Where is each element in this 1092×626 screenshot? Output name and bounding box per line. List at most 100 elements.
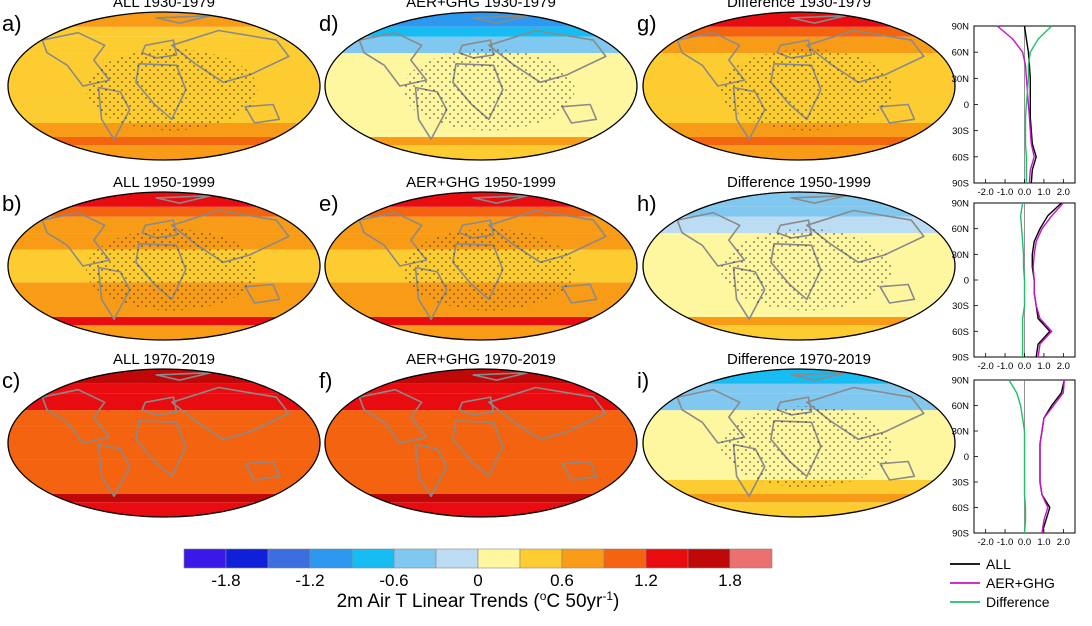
- coastline: [472, 371, 529, 381]
- profile-panel: 90N 60N 30N 0 30S 60S 90S -2.0 -1.0 0.0 1.0 2.0: [952, 376, 1076, 548]
- colorbar-swatch: [351, 548, 395, 569]
- map-panel: Difference 1970-2019 i): [637, 351, 956, 518]
- trend-band: [325, 493, 637, 503]
- trend-band: [8, 493, 320, 503]
- map-field: [8, 369, 320, 517]
- map-field: [8, 12, 320, 160]
- map-title: ALL 1930-1979: [113, 0, 215, 11]
- lat-tick-label: 90S: [952, 353, 969, 364]
- lat-tick-label: 30S: [952, 301, 969, 312]
- coastline: [790, 14, 847, 24]
- coastline: [458, 396, 495, 416]
- profile-panel: 90N 60N 30N 0 30S 60S 90S -2.0 -1.0 0.0 1.0 2.0: [952, 199, 1076, 372]
- coastline: [561, 283, 598, 304]
- trend-band: [325, 136, 637, 146]
- map-field: [8, 192, 320, 340]
- panel-letter: f): [319, 368, 332, 393]
- colorbar-swatch: [519, 548, 563, 569]
- colorbar-tick-label: 0: [473, 571, 482, 590]
- series-line: [1019, 202, 1026, 357]
- legend-label: ALL: [986, 556, 1011, 572]
- colorbar-swatch: [225, 548, 269, 569]
- trend-band: [325, 383, 637, 394]
- colorbar-swatch: [477, 548, 521, 569]
- colorbar-label: 2m Air T Linear Trends (oC 50yr-1): [337, 589, 620, 612]
- map-field: [325, 192, 637, 340]
- trend-band: [325, 325, 637, 340]
- lat-tick-label: 30N: [952, 250, 970, 261]
- series-line: [1008, 379, 1027, 534]
- colorbar-swatch: [435, 548, 479, 569]
- map-border: [324, 11, 638, 161]
- map-title: ALL 1970-2019: [113, 351, 215, 368]
- significance-stipple: [86, 48, 258, 131]
- trend-band: [8, 206, 320, 217]
- x-tick-label: 0.0: [1018, 537, 1031, 548]
- panel-letter: h): [637, 191, 657, 216]
- profile-legend: ALL AER+GHG Difference: [950, 556, 1055, 610]
- coastline: [155, 194, 212, 204]
- lat-tick-label: 30N: [952, 74, 970, 85]
- trend-band: [325, 410, 637, 427]
- profile-panel: 90N 60N 30N 0 30S 60S 90S -2.0 -1.0 0.0 1.0 2.0: [952, 22, 1076, 198]
- coastline: [452, 419, 504, 478]
- trend-band: [8, 325, 320, 340]
- map-border: [324, 191, 638, 341]
- series-line: [1023, 25, 1037, 184]
- map-title: Difference 1970-2019: [727, 351, 871, 368]
- map-border: [7, 11, 321, 161]
- trend-band: [8, 216, 320, 234]
- coastline: [414, 443, 448, 498]
- map-border: [642, 368, 956, 518]
- trend-band: [325, 426, 637, 460]
- series-line: [1024, 25, 1053, 183]
- panel-letter: a): [2, 11, 22, 36]
- significance-stipple: [86, 229, 258, 311]
- trend-band: [8, 410, 320, 427]
- significance-stipple: [721, 229, 893, 311]
- map-title: AER+GHG 1950-1999: [406, 174, 556, 191]
- coastline: [487, 386, 607, 441]
- lat-tick-label: 30S: [952, 126, 969, 137]
- colorbar-swatch: [645, 548, 689, 569]
- x-tick-label: 2.0: [1057, 187, 1070, 198]
- x-tick-label: -1.0: [997, 187, 1013, 198]
- trend-band: [325, 216, 637, 234]
- trend-band: [643, 393, 955, 411]
- x-tick-label: 2.0: [1057, 537, 1070, 548]
- x-tick-label: 0.0: [1018, 187, 1031, 198]
- lat-tick-label: 90S: [952, 529, 969, 540]
- lat-tick-label: 0: [964, 276, 969, 287]
- colorbar-swatch: [561, 548, 605, 569]
- map-border: [7, 368, 321, 518]
- map-border: [324, 368, 638, 518]
- coastline: [472, 14, 529, 24]
- coastline: [879, 103, 916, 124]
- colorbar: -1.8 -1.2 -0.6 0 0.6 1.2 1.8 2m Air T Linear Tr…: [183, 548, 773, 612]
- map-title: AER+GHG 1930-1979: [406, 0, 556, 11]
- significance-stipple: [403, 48, 575, 131]
- series-line: [1032, 202, 1064, 358]
- lat-tick-label: 90N: [952, 22, 970, 33]
- x-tick-label: 1.0: [1037, 537, 1050, 548]
- trend-band: [8, 26, 320, 37]
- coastline: [879, 283, 916, 304]
- lat-tick-label: 60S: [952, 327, 969, 338]
- map-field: [643, 369, 955, 517]
- lat-tick-label: 60N: [952, 48, 970, 59]
- trend-band: [643, 493, 955, 503]
- trend-band: [325, 145, 637, 160]
- lat-tick-label: 90N: [952, 199, 970, 210]
- trend-band: [8, 480, 320, 494]
- trend-band: [643, 383, 955, 394]
- series-line: [1039, 379, 1065, 534]
- map-panel: ALL 1950-1999 b): [2, 174, 321, 341]
- map-panel: AER+GHG 1930-1979 d): [319, 0, 638, 161]
- trend-band: [8, 36, 320, 54]
- x-tick-label: -2.0: [977, 187, 993, 198]
- coastline: [879, 460, 916, 481]
- trend-band: [325, 26, 637, 37]
- map-border: [7, 191, 321, 341]
- map-panel: Difference 1950-1999 h): [637, 174, 956, 341]
- trend-band: [325, 502, 637, 517]
